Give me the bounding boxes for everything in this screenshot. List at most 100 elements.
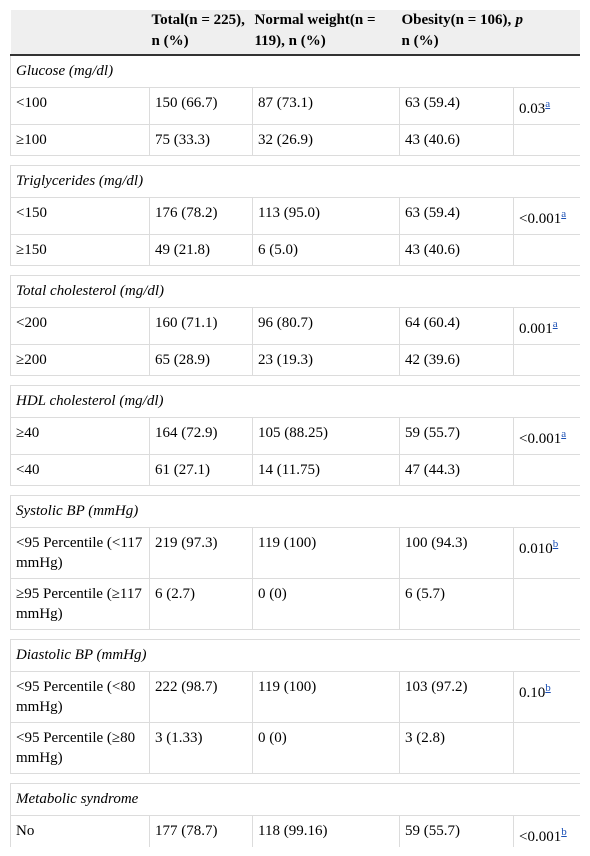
data-row: <200 160 (71.1) 96 (80.7) 64 (60.4) 0.001a	[10, 307, 580, 345]
spacer-row	[10, 485, 580, 496]
section-row: Glucose (mg/dl)	[10, 54, 580, 88]
cell: 59 (55.7)	[399, 417, 514, 455]
spacer-row	[10, 773, 580, 784]
cell: 160 (71.1)	[149, 307, 253, 345]
data-row: ≥200 65 (28.9) 23 (19.3) 42 (39.6)	[10, 344, 580, 376]
footnote-link[interactable]: a	[561, 428, 567, 440]
section-title: Metabolic syndrome	[10, 783, 580, 816]
p-cell	[513, 234, 580, 266]
data-row: <95 Percentile (<80 mmHg) 222 (98.7) 119 (…	[10, 671, 580, 723]
data-row: No 177 (78.7) 118 (99.16) 59 (55.7) <0.001b	[10, 815, 580, 847]
cell: 63 (59.4)	[399, 87, 514, 125]
p-value: 0.03	[519, 101, 546, 117]
footnote: b	[545, 680, 551, 694]
data-row: <40 61 (27.1) 14 (11.75) 47 (44.3)	[10, 454, 580, 486]
spacer-cell	[10, 155, 580, 166]
cell: 0 (0)	[252, 722, 400, 774]
cell: 23 (19.3)	[252, 344, 400, 376]
data-table: Total(n = 225), n (%) Normal weight(n = …	[10, 10, 580, 847]
section-title: HDL cholesterol (mg/dl)	[10, 385, 580, 418]
cell: 219 (97.3)	[149, 527, 253, 579]
row-label: <95 Percentile (<80 mmHg)	[10, 671, 150, 723]
cell: 6 (5.7)	[399, 578, 514, 630]
header-cell: p	[513, 10, 580, 56]
row-label: <150	[10, 197, 150, 235]
section-row: Metabolic syndrome	[10, 783, 580, 816]
p-value: <0.001	[519, 211, 562, 227]
data-row: <150 176 (78.2) 113 (95.0) 63 (59.4) <0.001a	[10, 197, 580, 235]
footnote-link[interactable]: b	[552, 538, 559, 550]
footnote-link[interactable]: b	[545, 682, 551, 694]
footnote-link[interactable]: b	[561, 826, 567, 838]
p-value: <0.001	[519, 829, 562, 845]
cell: 118 (99.16)	[252, 815, 400, 847]
header-cell: Total(n = 225), n (%)	[149, 10, 253, 56]
cell: 42 (39.6)	[399, 344, 514, 376]
spacer-row	[10, 155, 580, 166]
p-value: 0.001	[519, 321, 553, 337]
table-container: Total(n = 225), n (%) Normal weight(n = …	[10, 10, 580, 847]
cell: 43 (40.6)	[399, 124, 514, 156]
cell: 87 (73.1)	[252, 87, 400, 125]
data-row: ≥40 164 (72.9) 105 (88.25) 59 (55.7) <0.001a	[10, 417, 580, 455]
section-row: Systolic BP (mmHg)	[10, 495, 580, 528]
section-title: Total cholesterol (mg/dl)	[10, 275, 580, 308]
footnote-link[interactable]: a	[552, 318, 558, 330]
cell: 63 (59.4)	[399, 197, 514, 235]
cell: 150 (66.7)	[149, 87, 253, 125]
cell: 176 (78.2)	[149, 197, 253, 235]
row-label: ≥100	[10, 124, 150, 156]
section-title: Diastolic BP (mmHg)	[10, 639, 580, 672]
spacer-cell	[10, 375, 580, 386]
p-value: <0.001	[519, 431, 562, 447]
cell: 6 (5.0)	[252, 234, 400, 266]
spacer-cell	[10, 485, 580, 496]
footnote: b	[553, 536, 559, 550]
section-title: Glucose (mg/dl)	[10, 54, 580, 88]
row-label: ≥95 Percentile (≥117 mmHg)	[10, 578, 150, 630]
p-cell: 0.03a	[513, 87, 580, 125]
table-body: Glucose (mg/dl) <100 150 (66.7) 87 (73.1) 63…	[10, 54, 580, 847]
header-empty	[10, 10, 150, 56]
cell: 61 (27.1)	[149, 454, 253, 486]
data-row: ≥100 75 (33.3) 32 (26.9) 43 (40.6)	[10, 124, 580, 156]
p-cell	[513, 578, 580, 630]
cell: 103 (97.2)	[399, 671, 514, 723]
cell: 59 (55.7)	[399, 815, 514, 847]
cell: 32 (26.9)	[252, 124, 400, 156]
section-title: Systolic BP (mmHg)	[10, 495, 580, 528]
row-label: ≥150	[10, 234, 150, 266]
section-row: HDL cholesterol (mg/dl)	[10, 385, 580, 418]
section-title: Triglycerides (mg/dl)	[10, 165, 580, 198]
footnote: a	[561, 206, 566, 220]
cell: 96 (80.7)	[252, 307, 400, 345]
footnote-link[interactable]: a	[561, 208, 567, 220]
footnote-link[interactable]: a	[545, 98, 551, 110]
cell: 105 (88.25)	[252, 417, 400, 455]
data-row: ≥95 Percentile (≥117 mmHg) 6 (2.7) 0 (0) 6 …	[10, 578, 580, 630]
footnote: a	[553, 316, 558, 330]
row-label: <100	[10, 87, 150, 125]
cell: 47 (44.3)	[399, 454, 514, 486]
cell: 113 (95.0)	[252, 197, 400, 235]
cell: 177 (78.7)	[149, 815, 253, 847]
p-cell	[513, 124, 580, 156]
footnote: a	[545, 96, 550, 110]
p-cell: <0.001b	[513, 815, 580, 847]
cell: 3 (2.8)	[399, 722, 514, 774]
cell: 100 (94.3)	[399, 527, 514, 579]
cell: 43 (40.6)	[399, 234, 514, 266]
cell: 64 (60.4)	[399, 307, 514, 345]
header-cell: Normal weight(n = 119), n (%)	[252, 10, 400, 56]
row-label: <95 Percentile (≥80 mmHg)	[10, 722, 150, 774]
data-row: ≥150 49 (21.8) 6 (5.0) 43 (40.6)	[10, 234, 580, 266]
spacer-row	[10, 629, 580, 640]
cell: 3 (1.33)	[149, 722, 253, 774]
data-row: <100 150 (66.7) 87 (73.1) 63 (59.4) 0.03a	[10, 87, 580, 125]
header-cell: Obesity(n = 106), n (%)	[399, 10, 514, 56]
p-cell	[513, 344, 580, 376]
p-value: 0.010	[519, 541, 553, 557]
p-value: 0.10	[519, 685, 546, 701]
section-row: Total cholesterol (mg/dl)	[10, 275, 580, 308]
